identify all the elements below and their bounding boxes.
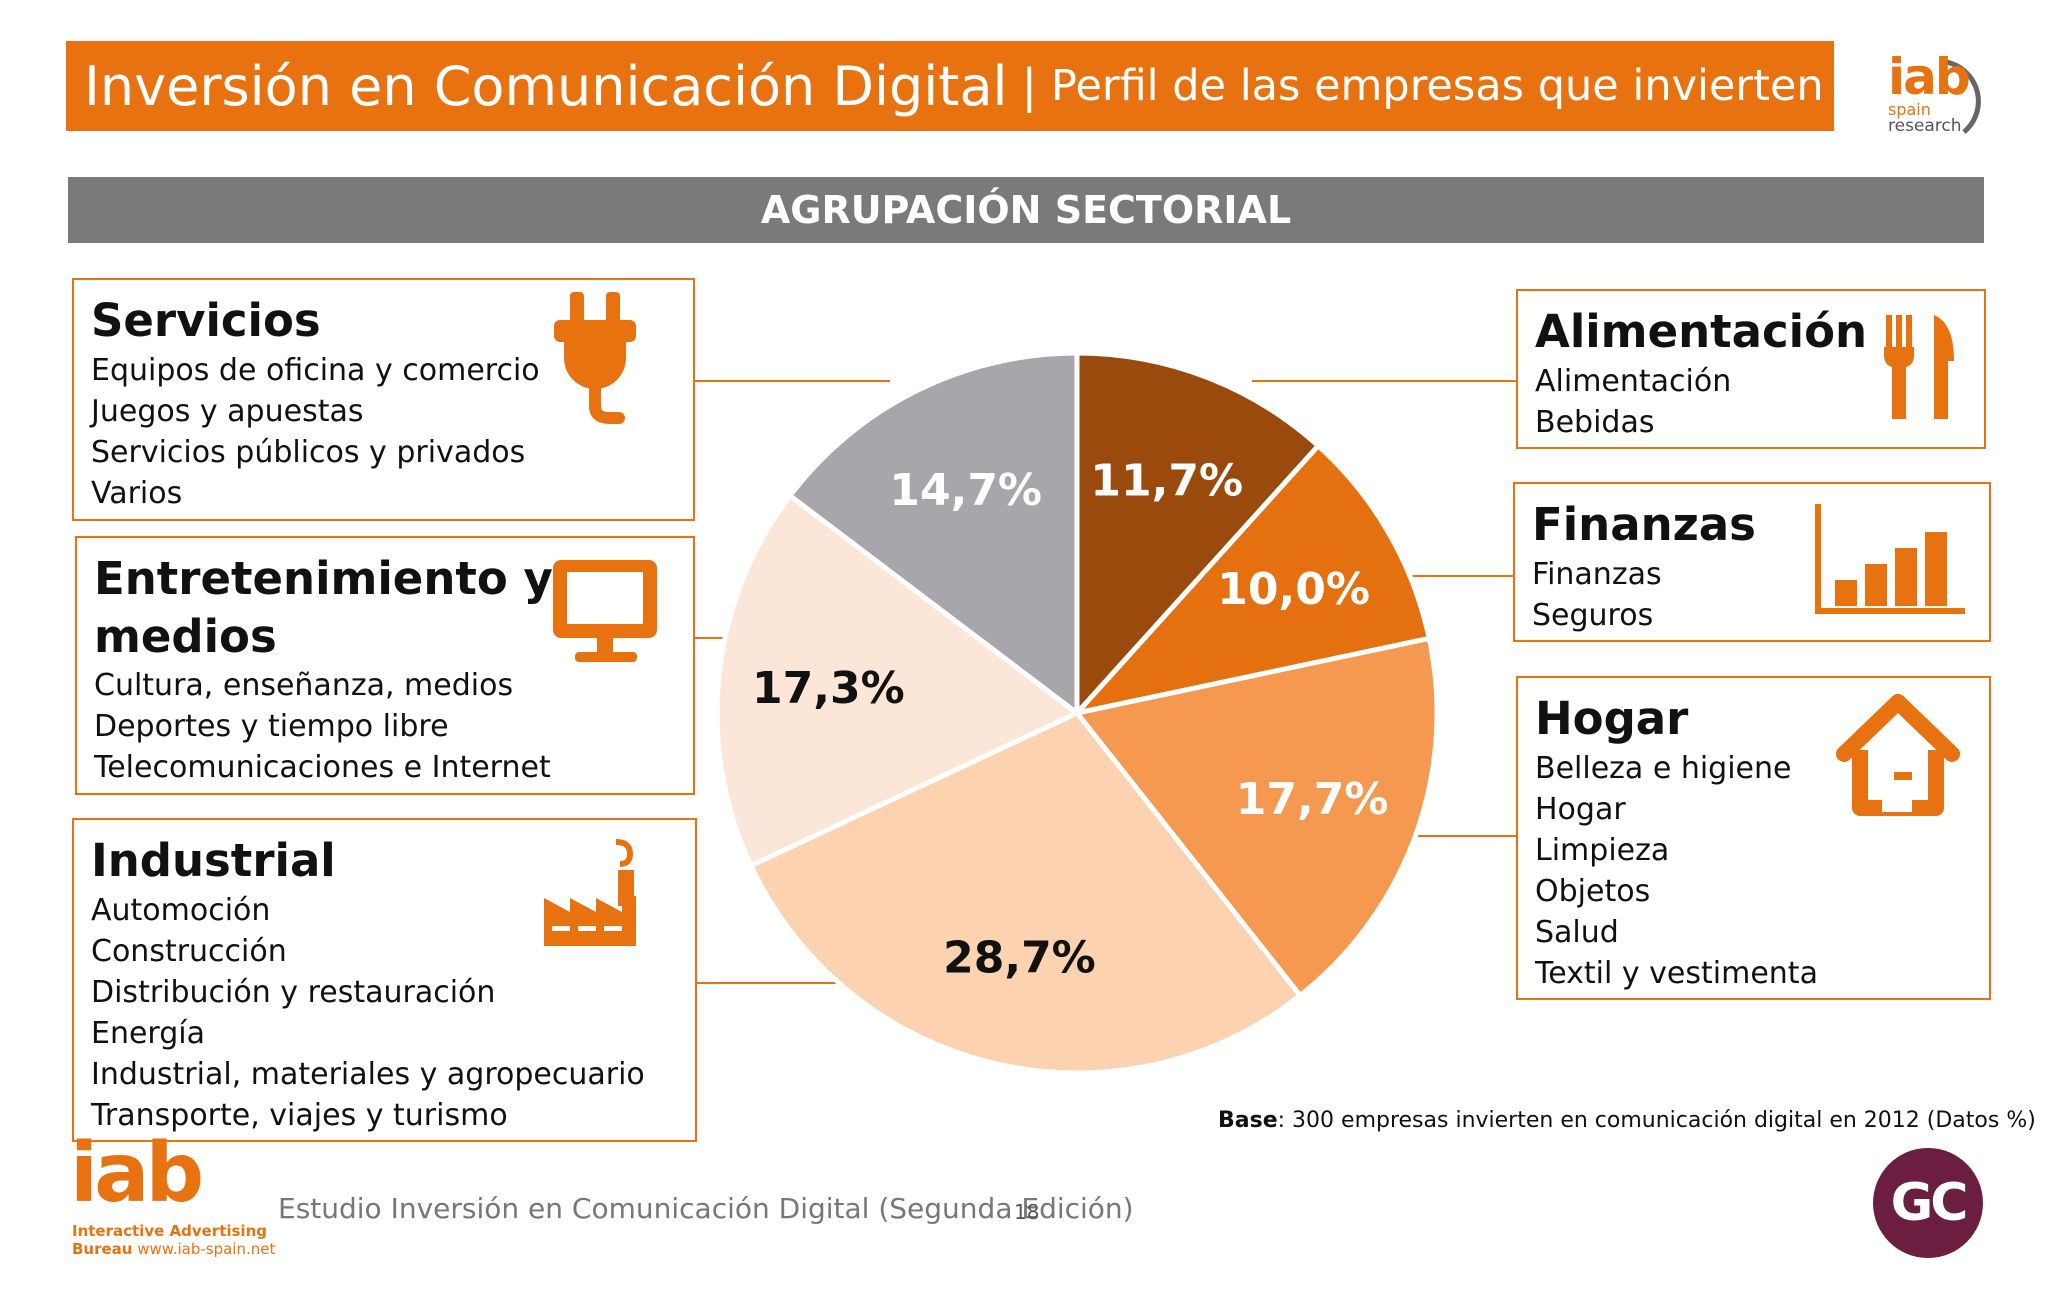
- gc-partner-logo: GC: [1873, 1148, 1983, 1258]
- category-box-alimentacion: Alimentación Alimentación Bebidas: [1516, 289, 1986, 449]
- pie-slice-alimentación: [1074, 350, 1322, 720]
- category-box-hogar: Hogar Belleza e higiene Hogar Limpieza O…: [1516, 676, 1991, 1000]
- pie-slice-entretenimiento-y-medios: [714, 492, 1082, 869]
- category-title-line2: medios: [94, 609, 277, 663]
- logo-line2: research: [1888, 116, 1962, 136]
- pie-slice-servicios: [786, 350, 1080, 719]
- pie-slice-label: 28,7%: [943, 932, 1096, 983]
- pie-slice-finanzas: [1069, 442, 1433, 718]
- logo-brand: iab: [1888, 48, 1971, 106]
- pie-slice-label: 17,7%: [1236, 774, 1389, 825]
- fork-knife-icon: [1884, 315, 1954, 419]
- list-item: Distribución y restauración: [91, 974, 496, 1010]
- pie-slice-label: 17,3%: [752, 663, 905, 714]
- pie-slice-label: 10,0%: [1217, 564, 1370, 615]
- list-item: Salud: [1535, 914, 1619, 950]
- list-item: Varios: [91, 475, 183, 511]
- list-item: Limpieza: [1535, 832, 1670, 868]
- list-item: Juegos y apuestas: [91, 393, 364, 429]
- footer-logo-bureau: Bureau: [72, 1240, 133, 1258]
- list-item: Textil y vestimenta: [1535, 955, 1818, 991]
- pie-slice-label: 14,7%: [889, 465, 1042, 516]
- iab-footer-logo: iab Interactive Advertising Bureau www.i…: [70, 1126, 300, 1270]
- pie-slice-hogar: [1072, 635, 1440, 1000]
- list-item: Transporte, viajes y turismo: [91, 1097, 508, 1133]
- category-title: Hogar: [1535, 692, 1689, 745]
- factory-icon: [544, 839, 636, 946]
- header-bar: Inversión en Comunicación Digital | Perf…: [66, 41, 1834, 131]
- pie-slice-label: 11,7%: [1090, 456, 1243, 507]
- footer-logo-url: www.iab-spain.net: [137, 1240, 276, 1258]
- monitor-icon: [553, 560, 657, 662]
- logo-arc-icon: [1945, 59, 1981, 134]
- category-box-finanzas: Finanzas Finanzas Seguros: [1513, 482, 1991, 642]
- list-item: Alimentación: [1535, 363, 1732, 399]
- section-title-bar: AGRUPACIÓN SECTORIAL: [68, 177, 1984, 243]
- plug-icon: [554, 292, 636, 424]
- footer-logo-brand: iab: [70, 1126, 204, 1221]
- page-title: Inversión en Comunicación Digital: [84, 54, 1008, 118]
- base-note: Base: 300 empresas invierten en comunica…: [1218, 1108, 2036, 1133]
- list-item: Industrial, materiales y agropecuario: [91, 1056, 645, 1092]
- iab-research-logo: iab spain research: [1876, 48, 1986, 144]
- bar-chart-icon: [1815, 504, 1965, 614]
- base-note-text: : 300 empresas invierten en comunicación…: [1277, 1108, 2036, 1133]
- house-icon: [1836, 694, 1960, 816]
- category-title: Industrial: [91, 834, 336, 887]
- list-item: Servicios públicos y privados: [91, 434, 526, 470]
- list-item: Seguros: [1532, 597, 1654, 633]
- category-title: Servicios: [91, 294, 321, 347]
- category-box-entretenimiento: Entretenimiento y medios Cultura, enseña…: [75, 536, 695, 795]
- category-box-industrial: Industrial Automoción Construcción Distr…: [72, 818, 697, 1142]
- list-item: Energía: [91, 1015, 205, 1051]
- connector-lines: [695, 380, 1516, 984]
- footer-logo-line1: Interactive Advertising: [72, 1222, 267, 1240]
- list-item: Automoción: [91, 892, 271, 928]
- page-number: 18: [1014, 1200, 1040, 1224]
- title-separator: |: [1021, 59, 1038, 113]
- list-item: Construcción: [91, 933, 287, 969]
- footer-logo-line2: Bureau www.iab-spain.net: [72, 1240, 275, 1258]
- list-item: Belleza e higiene: [1535, 750, 1792, 786]
- footer-study-title: Estudio Inversión en Comunicación Digita…: [278, 1192, 1134, 1225]
- list-item: Cultura, enseñanza, medios: [94, 668, 514, 704]
- list-item: Telecomunicaciones e Internet: [94, 750, 551, 786]
- list-item: Objetos: [1535, 873, 1651, 909]
- category-box-servicios: Servicios Equipos de oficina y comercio …: [72, 278, 695, 521]
- list-item: Finanzas: [1532, 556, 1662, 592]
- list-item: Bebidas: [1535, 404, 1655, 440]
- list-item: Equipos de oficina y comercio: [91, 352, 540, 388]
- category-title-line1: Entretenimiento y: [94, 552, 553, 605]
- base-note-label: Base: [1218, 1108, 1278, 1133]
- list-item: Deportes y tiempo libre: [94, 709, 449, 745]
- page-subtitle: Perfil de las empresas que invierten: [1051, 61, 1824, 111]
- logo-line1: spain: [1888, 100, 1931, 119]
- category-title: Alimentación: [1535, 305, 1868, 358]
- list-item: Hogar: [1535, 791, 1626, 827]
- category-title: Finanzas: [1532, 498, 1756, 551]
